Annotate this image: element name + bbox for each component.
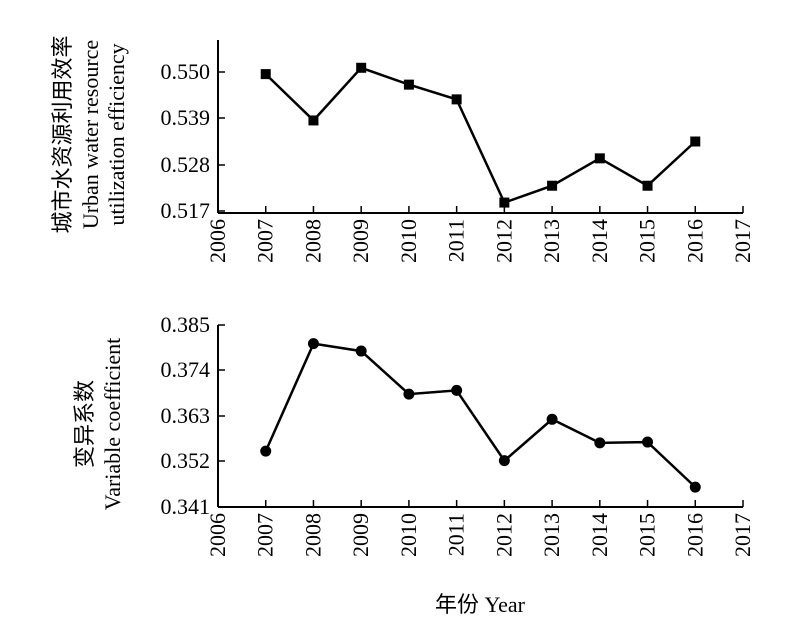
y-tick-label: 0.528 xyxy=(161,152,211,177)
y-axis-title: 城市水资源利用效率 xyxy=(50,35,75,233)
x-tick-label: 2014 xyxy=(587,513,612,557)
y-tick-label: 0.385 xyxy=(161,312,211,337)
x-tick-label: 2009 xyxy=(348,219,373,263)
series-line xyxy=(264,66,697,205)
x-tick-label: 2015 xyxy=(635,513,660,557)
x-tick-label: 2010 xyxy=(396,513,421,557)
data-point xyxy=(307,338,319,350)
data-point xyxy=(356,62,367,73)
y-tick-label: 0.539 xyxy=(161,105,211,130)
x-tick-label: 2015 xyxy=(635,219,660,263)
series-line xyxy=(264,342,697,489)
data-point xyxy=(594,437,606,449)
y-axis-title: 变异系数 xyxy=(72,380,97,468)
data-point xyxy=(498,455,510,467)
x-tick-label: 2013 xyxy=(539,513,564,557)
data-point xyxy=(547,180,558,191)
data-point xyxy=(642,436,654,448)
x-tick-label: 2008 xyxy=(300,219,325,263)
x-tick-label: 2006 xyxy=(205,513,230,557)
data-point xyxy=(403,388,415,400)
x-tick-label: 2017 xyxy=(730,219,755,263)
x-tick-label: 2017 xyxy=(730,513,755,557)
x-tick-label: 2014 xyxy=(587,219,612,263)
y-tick-label: 0.374 xyxy=(161,357,211,382)
x-tick-label: 2010 xyxy=(396,219,421,263)
y-tick-label: 0.517 xyxy=(161,198,211,223)
x-axis-title: 年份 Year xyxy=(435,592,526,617)
x-tick-label: 2011 xyxy=(444,219,469,262)
y-axis-title: utilization efficiency xyxy=(104,43,129,225)
y-tick-label: 0.341 xyxy=(161,494,211,519)
data-point xyxy=(451,94,462,105)
x-tick-label: 2012 xyxy=(491,513,516,557)
data-point xyxy=(355,345,367,357)
y-tick-label: 0.363 xyxy=(161,403,211,428)
x-tick-label: 2016 xyxy=(682,513,707,557)
x-tick-label: 2006 xyxy=(205,219,230,263)
x-tick-label: 2007 xyxy=(253,219,278,263)
data-point xyxy=(260,69,271,80)
y-tick-label: 0.550 xyxy=(161,59,211,84)
data-point xyxy=(690,136,701,147)
data-point xyxy=(260,445,272,457)
y-axis-title: Variable coefficient xyxy=(100,338,125,510)
x-tick-label: 2011 xyxy=(444,513,469,556)
data-point xyxy=(499,197,510,208)
data-point xyxy=(403,79,414,90)
data-point xyxy=(308,115,319,126)
data-point xyxy=(451,384,463,396)
x-tick-label: 2007 xyxy=(253,513,278,557)
x-tick-label: 2008 xyxy=(300,513,325,557)
data-point xyxy=(546,413,558,425)
y-tick-label: 0.352 xyxy=(161,448,211,473)
x-tick-label: 2009 xyxy=(348,513,373,557)
data-point xyxy=(689,481,701,493)
x-tick-label: 2013 xyxy=(539,219,564,263)
data-point xyxy=(642,180,653,191)
x-tick-label: 2012 xyxy=(491,219,516,263)
data-point xyxy=(594,153,605,164)
x-tick-label: 2016 xyxy=(682,219,707,263)
y-axis-title: Urban water resource xyxy=(78,40,103,229)
